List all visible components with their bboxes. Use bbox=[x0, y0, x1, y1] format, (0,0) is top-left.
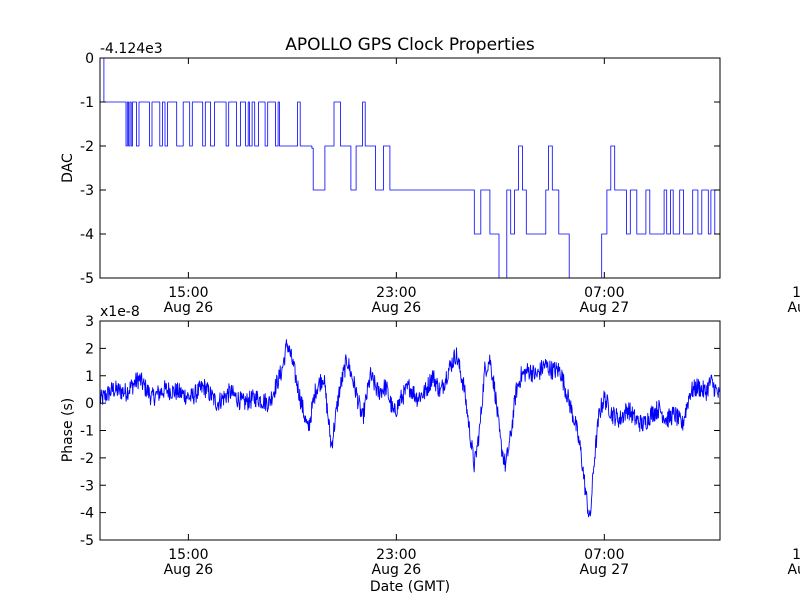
phase-y-ticks: 3 2 1 0 -1 -2 -3 -4 -5 bbox=[80, 314, 720, 549]
dac-x-tick-time: 15:00 bbox=[168, 285, 208, 301]
phase-y-tick-label: 3 bbox=[85, 314, 94, 330]
phase-x-tick-date: Aug 27 bbox=[580, 562, 630, 578]
chart-title: APOLLO GPS Clock Properties bbox=[285, 35, 535, 55]
dac-x-tick-date: Aug 26 bbox=[164, 300, 214, 316]
dac-axes-frame bbox=[99, 57, 721, 279]
dac-y-tick-label: -1 bbox=[80, 95, 94, 111]
phase-y-tick-label: -2 bbox=[80, 451, 94, 467]
phase-y-tick-label: 1 bbox=[85, 369, 94, 385]
dac-x-tick-date: Aug 27 bbox=[787, 300, 800, 316]
phase-y-tick-label: -3 bbox=[80, 478, 94, 494]
dac-y-tick-label: -2 bbox=[80, 139, 94, 155]
phase-x-tick-time: 15:00 bbox=[792, 547, 800, 563]
phase-y-tick-label: -5 bbox=[80, 533, 94, 549]
phase-x-tick-time: 23:00 bbox=[376, 547, 416, 563]
dac-y-tick-label: -3 bbox=[80, 183, 94, 199]
phase-x-tick-date: Aug 26 bbox=[372, 562, 422, 578]
phase-x-tick-time: 07:00 bbox=[584, 547, 624, 563]
dac-x-tick-time: 15:00 bbox=[792, 285, 800, 301]
dac-offset-label: -4.124e3 bbox=[100, 41, 163, 57]
dac-x-tick-date: Aug 27 bbox=[580, 300, 630, 316]
dac-series bbox=[100, 58, 720, 278]
dac-y-tick-label: -4 bbox=[80, 227, 94, 243]
dac-y-label: DAC bbox=[60, 153, 76, 183]
dac-series-line bbox=[100, 58, 720, 278]
phase-x-tick-date: Aug 26 bbox=[164, 562, 214, 578]
phase-y-tick-label: 2 bbox=[85, 341, 94, 357]
dac-y-tick-label: 0 bbox=[85, 51, 94, 67]
dac-x-tick-time: 07:00 bbox=[584, 285, 624, 301]
phase-x-label: Date (GMT) bbox=[370, 579, 450, 595]
phase-offset-label: x1e-8 bbox=[100, 304, 140, 320]
dac-x-tick-time: 23:00 bbox=[376, 285, 416, 301]
dac-y-ticks: 0 -1 -2 -3 -4 -5 bbox=[80, 51, 720, 287]
phase-y-tick-label: -1 bbox=[80, 424, 94, 440]
phase-series bbox=[100, 339, 720, 518]
phase-y-tick-label: 0 bbox=[85, 396, 94, 412]
phase-y-label: Phase (s) bbox=[60, 398, 76, 462]
dac-x-tick-date: Aug 26 bbox=[372, 300, 422, 316]
phase-y-tick-label: -4 bbox=[80, 506, 94, 522]
dac-y-tick-label: -5 bbox=[80, 271, 94, 287]
phase-series-line bbox=[100, 339, 720, 518]
phase-x-tick-time: 15:00 bbox=[168, 547, 208, 563]
phase-x-tick-date: Aug 27 bbox=[787, 562, 800, 578]
